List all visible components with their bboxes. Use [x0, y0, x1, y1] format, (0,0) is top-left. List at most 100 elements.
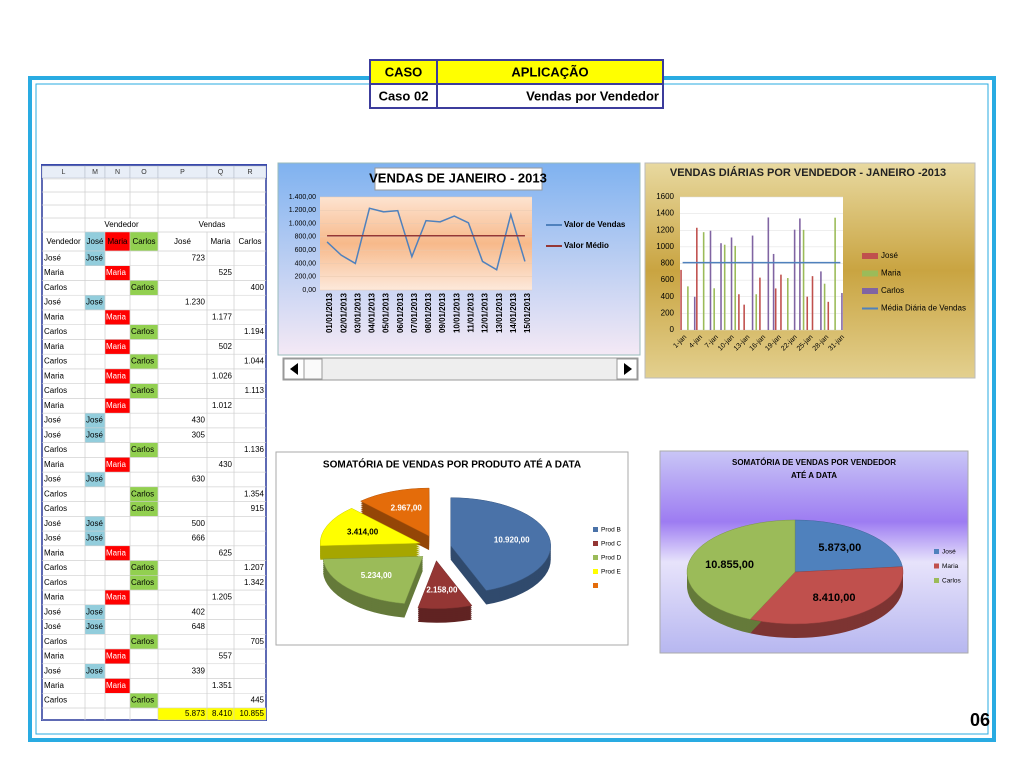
value-label: 5.873,00 — [818, 542, 861, 554]
legend-label: Carlos — [942, 578, 962, 585]
legend-swatch — [593, 527, 598, 532]
header-text: Vendas por Vendedor — [526, 88, 659, 103]
y-tick-label: 200 — [661, 308, 675, 317]
sheet-name: Carlos — [131, 489, 154, 498]
legend-swatch — [934, 563, 939, 569]
sheet-name: Maria — [44, 342, 65, 351]
sheet-name: José — [44, 298, 61, 307]
slice — [749, 566, 904, 625]
y-tick-label: 0,00 — [302, 287, 316, 294]
sheet-name: Maria — [44, 548, 65, 557]
sheet-name: Carlos — [44, 489, 67, 498]
sheet-name: José — [86, 416, 103, 425]
scrollbar[interactable] — [282, 357, 639, 381]
y-tick-label: 1200 — [656, 225, 674, 234]
legend-label: José — [942, 549, 956, 556]
sheet-name: Carlos — [44, 563, 67, 572]
legend-swatch — [934, 578, 939, 583]
arrow-left — [290, 363, 298, 375]
value-label: 10.855,00 — [705, 559, 754, 571]
sheet-name: Carlos — [131, 696, 154, 705]
x-tick-label: 08/01/2013 — [424, 292, 433, 333]
bar — [687, 286, 689, 330]
legend-swatch — [593, 583, 598, 588]
sheet-name: Carlos — [131, 327, 154, 336]
series-line — [326, 207, 526, 271]
sheet-name: Carlos — [131, 445, 154, 454]
sheet-header: Maria — [210, 237, 231, 246]
legend-label: Valor Médio — [564, 241, 609, 250]
sheet-value: 723 — [192, 253, 206, 262]
chart-title: SOMATÓRIA DE VENDAS POR VENDEDOR — [732, 458, 896, 467]
sheet-value: 705 — [251, 637, 265, 646]
sheet-header: Carlos — [132, 237, 155, 246]
bar — [793, 229, 796, 330]
x-tick-label: 07/01/2013 — [410, 292, 419, 333]
slice — [794, 519, 903, 573]
sheet-total: 5.873 — [185, 709, 206, 718]
sheet-name: Maria — [44, 460, 65, 469]
scroll-thumb[interactable] — [303, 358, 323, 380]
sheet-name: Carlos — [44, 386, 67, 395]
sheet-value: 1.194 — [244, 327, 265, 336]
x-tick-label: 10/01/2013 — [452, 292, 461, 333]
sheet-value: 1.354 — [244, 489, 265, 498]
sheet-name: José — [44, 416, 61, 425]
x-tick-label: 15/01/2013 — [523, 292, 532, 333]
sheet-name: Carlos — [131, 637, 154, 646]
sheet-value: 1.177 — [212, 312, 233, 321]
sheet-value: 502 — [219, 342, 233, 351]
legend-label: José — [881, 251, 898, 260]
sheet-value: 1.113 — [245, 386, 265, 395]
sheet-name: Maria — [106, 460, 127, 469]
sheet-value: 557 — [219, 652, 233, 661]
sheet-value: 305 — [192, 430, 206, 439]
sheet-value: 1.136 — [244, 445, 265, 454]
bar — [811, 276, 814, 330]
y-tick-label: 800 — [661, 259, 675, 268]
sheet-name: José — [86, 475, 103, 484]
sheet-header: Maria — [107, 237, 128, 246]
sheet-name: José — [44, 430, 61, 439]
sheet-name: José — [86, 430, 103, 439]
chart-title: VENDAS DE JANEIRO - 2013 — [369, 170, 547, 185]
sheet-value: 630 — [192, 475, 206, 484]
value-label: 5.234,00 — [361, 571, 393, 580]
sheet-name: Maria — [106, 268, 127, 277]
col-header-text: P — [180, 169, 185, 176]
sheet-name: Maria — [44, 681, 65, 690]
bar — [787, 278, 789, 330]
x-tick-label: 11/01/2013 — [467, 292, 476, 332]
sheet-name: Maria — [106, 593, 127, 602]
y-tick-label: 1.400,00 — [289, 194, 316, 201]
bar — [827, 301, 830, 330]
bar — [823, 283, 826, 330]
y-tick-label: 400 — [661, 292, 675, 301]
sheet-name: José — [44, 475, 61, 484]
legend-label: Prod B — [601, 527, 621, 534]
sheet-value: 402 — [192, 607, 206, 616]
header-cell — [369, 59, 438, 85]
sheet-name: Carlos — [44, 357, 67, 366]
bar — [841, 293, 843, 330]
chart-title: SOMATÓRIA DE VENDAS POR PRODUTO ATÉ A DA… — [323, 458, 581, 471]
sheet-name: José — [86, 253, 103, 262]
bar — [834, 217, 836, 330]
sheet-value: 525 — [219, 268, 233, 277]
bar — [730, 237, 733, 330]
y-tick-label: 1400 — [656, 209, 674, 218]
sheet-value: 430 — [219, 460, 233, 469]
col-header-text: Q — [218, 169, 224, 176]
slice — [319, 507, 421, 547]
sheet-name: Maria — [106, 652, 127, 661]
sheet-name: Carlos — [44, 445, 67, 454]
x-tick-label: 05/01/2013 — [382, 292, 391, 333]
value-label: 2.967,00 — [391, 504, 423, 513]
sheet-name: Carlos — [131, 357, 154, 366]
slice — [359, 487, 430, 537]
x-tick-label: 13/01/2013 — [495, 292, 504, 333]
y-tick-label: 400,00 — [295, 260, 317, 267]
legend-swatch — [862, 270, 878, 277]
cell — [233, 707, 267, 721]
